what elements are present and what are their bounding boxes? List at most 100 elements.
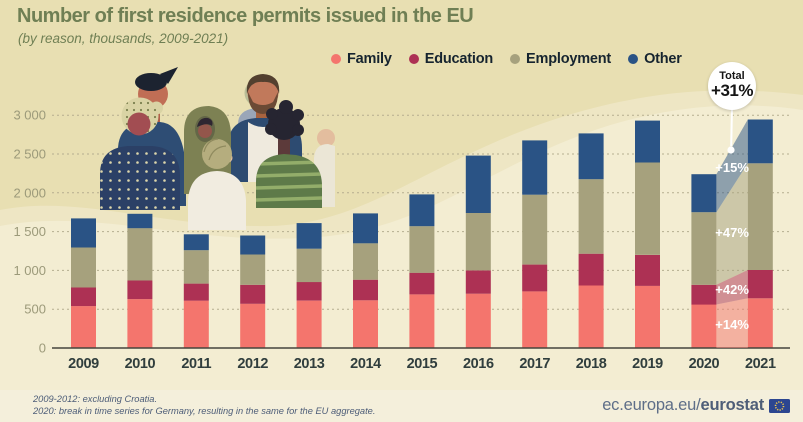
bar-2010-Other	[127, 213, 153, 229]
growth-label-Family: +14%	[715, 317, 749, 332]
legend-item-education: Education	[408, 51, 494, 67]
bar-2021-Employment	[747, 163, 773, 270]
ytick-2000: 2 000	[13, 185, 46, 200]
legend-label-other: Other	[644, 51, 682, 67]
badge-title: Total	[719, 70, 745, 82]
legend-label-family: Family	[347, 51, 392, 67]
footer: 2009-2012: excluding Croatia. 2020: brea…	[0, 390, 803, 422]
bar-2015-Family	[409, 294, 435, 348]
bar-2017-Employment	[522, 194, 548, 265]
bar-2019-Education	[635, 254, 660, 286]
ytick-500: 500	[24, 302, 46, 317]
bar-2020-Employment	[691, 212, 717, 285]
xtick-2013: 2013	[294, 356, 325, 372]
footnote-1: 2009-2012: excluding Croatia.	[33, 394, 158, 404]
growth-band-Other	[716, 119, 748, 213]
xtick-2020: 2020	[689, 356, 720, 372]
family-color-dot	[331, 54, 341, 64]
bar-2014-Other	[353, 213, 378, 244]
bar-2009-Employment	[71, 247, 96, 288]
bar-2012-Employment	[240, 254, 266, 285]
bar-2018-Employment	[578, 179, 604, 254]
legend-item-family: Family	[331, 51, 392, 67]
bar-2011-Family	[183, 300, 209, 348]
bar-2021-Family	[747, 298, 773, 348]
growth-band-Family	[716, 298, 748, 348]
footer-link[interactable]: ec.europa.eu/eurostat	[602, 396, 790, 415]
bar-2009-Family	[71, 306, 96, 348]
growth-band-Education	[716, 270, 748, 305]
person-striped-shirt	[256, 100, 322, 208]
xtick-2021: 2021	[745, 356, 776, 372]
bar-2017-Family	[522, 291, 548, 348]
footnotes: 2009-2012: excluding Croatia. 2020: brea…	[33, 393, 375, 417]
bar-2014-Family	[353, 300, 378, 348]
bar-2014-Employment	[353, 243, 378, 280]
bar-2013-Education	[296, 282, 322, 301]
bar-2019-Employment	[635, 162, 660, 255]
bar-2017-Education	[522, 264, 548, 292]
bar-2010-Family	[127, 299, 153, 348]
bar-2020-Education	[691, 284, 717, 305]
xtick-2009: 2009	[68, 356, 99, 372]
ytick-1500: 1 500	[13, 224, 46, 239]
growth-label-Education: +42%	[715, 282, 749, 297]
page-subtitle: (by reason, thousands, 2009-2021)	[18, 31, 229, 46]
bar-2018-Other	[578, 133, 604, 180]
bar-2016-Family	[465, 293, 491, 348]
people-illustration	[100, 67, 335, 230]
xtick-2019: 2019	[632, 356, 663, 372]
legend-label-education: Education	[424, 51, 494, 67]
badge-value: +31%	[711, 81, 753, 100]
bar-2011-Education	[183, 283, 209, 301]
bar-2009-Other	[71, 218, 96, 248]
xtick-2015: 2015	[407, 356, 438, 372]
bar-2021-Education	[747, 270, 773, 299]
bar-2012-Other	[240, 235, 266, 255]
bar-2011-Employment	[183, 250, 209, 284]
growth-label-Employment: +47%	[715, 225, 749, 240]
bar-2010-Education	[127, 280, 153, 300]
xtick-2017: 2017	[519, 356, 550, 372]
bar-2020-Other	[691, 174, 717, 213]
other-color-dot	[628, 54, 639, 64]
header: Number of first residence permits issued…	[17, 5, 474, 46]
xtick-2018: 2018	[576, 356, 607, 372]
education-color-dot	[408, 54, 419, 64]
bar-2009-Education	[71, 287, 96, 307]
bar-2016-Education	[465, 270, 491, 294]
badge-connector-dot	[727, 146, 735, 154]
bar-2021-Other	[747, 119, 773, 164]
bar-2015-Other	[409, 194, 435, 227]
footer-url-prefix: ec.europa.eu/	[602, 396, 701, 414]
bar-2018-Family	[578, 285, 604, 348]
xtick-2014: 2014	[350, 356, 381, 372]
total-change-badge: Total +31%	[708, 62, 756, 110]
bar-2017-Other	[522, 140, 548, 195]
growth-band-Employment	[716, 163, 748, 285]
ytick-0: 0	[39, 341, 46, 356]
bar-2018-Education	[578, 253, 604, 286]
page-title: Number of first residence permits issued…	[17, 5, 474, 27]
footnote-2: 2020: break in time series for Germany, …	[33, 406, 376, 416]
bar-2010-Employment	[127, 228, 153, 281]
legend: Family Education Employment Other	[331, 51, 682, 67]
xtick-2010: 2010	[125, 356, 156, 372]
badge-connector-line	[730, 106, 733, 147]
ytick-1000: 1 000	[13, 263, 46, 278]
bar-2013-Family	[296, 300, 322, 348]
bar-2015-Employment	[409, 226, 435, 273]
bar-2011-Other	[183, 234, 209, 251]
bar-2019-Family	[635, 285, 660, 348]
xtick-2011: 2011	[181, 356, 211, 372]
bar-2013-Other	[296, 223, 322, 249]
bar-2016-Employment	[465, 213, 491, 271]
bar-2012-Family	[240, 303, 266, 348]
bar-2016-Other	[465, 155, 491, 213]
ytick-3000: 3 000	[13, 108, 46, 123]
bar-2013-Employment	[296, 248, 322, 283]
employment-color-dot	[510, 54, 521, 64]
legend-item-employment: Employment	[510, 51, 611, 67]
